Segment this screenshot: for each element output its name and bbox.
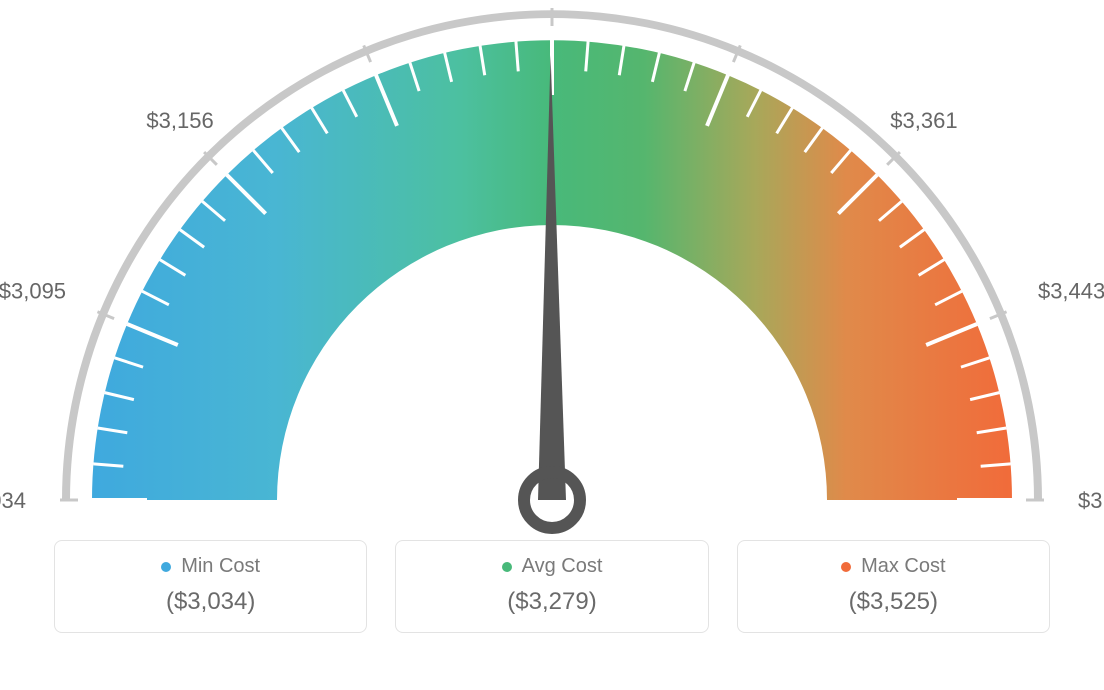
gauge-area: $3,034$3,095$3,156$3,279$3,361$3,443$3,5… — [0, 0, 1104, 540]
gauge-tick-label: $3,034 — [0, 488, 26, 513]
card-header-max: Max Cost — [756, 555, 1031, 578]
bullet-avg — [502, 562, 512, 572]
card-label-min: Min Cost — [181, 555, 260, 578]
card-avg-cost: Avg Cost ($3,279) — [395, 540, 708, 633]
card-min-cost: Min Cost ($3,034) — [54, 540, 367, 633]
bullet-min — [161, 562, 171, 572]
card-value-min: ($3,034) — [73, 588, 348, 616]
card-header-avg: Avg Cost — [414, 555, 689, 578]
gauge-tick-label: $3,525 — [1078, 488, 1104, 513]
card-label-avg: Avg Cost — [522, 555, 603, 578]
card-header-min: Min Cost — [73, 555, 348, 578]
gauge-tick-label: $3,443 — [1038, 279, 1104, 304]
gauge-tick-label: $3,095 — [0, 279, 66, 304]
bullet-max — [841, 562, 851, 572]
card-value-max: ($3,525) — [756, 588, 1031, 616]
cost-gauge-chart: $3,034$3,095$3,156$3,279$3,361$3,443$3,5… — [0, 0, 1104, 690]
gauge-tick-label: $3,156 — [146, 108, 213, 133]
card-max-cost: Max Cost ($3,525) — [737, 540, 1050, 633]
card-value-avg: ($3,279) — [414, 588, 689, 616]
card-label-max: Max Cost — [861, 555, 945, 578]
gauge-tick-label: $3,361 — [890, 108, 957, 133]
gauge-svg: $3,034$3,095$3,156$3,279$3,361$3,443$3,5… — [0, 0, 1104, 540]
legend-cards: Min Cost ($3,034) Avg Cost ($3,279) Max … — [0, 540, 1104, 633]
